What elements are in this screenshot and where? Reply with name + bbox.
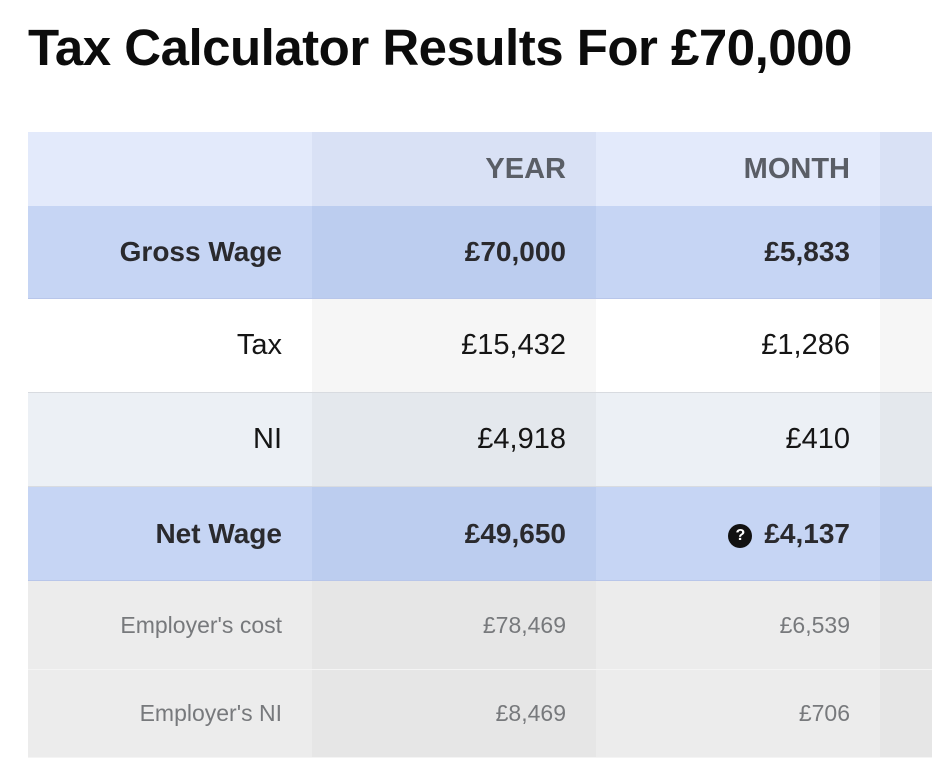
employer-cost-extra [880, 581, 932, 670]
employer-ni-year: £8,469 [312, 670, 596, 758]
net-wage-label: Net Wage [28, 487, 312, 581]
employer-cost-month: £6,539 [596, 581, 880, 670]
gross-wage-extra [880, 206, 932, 299]
tax-month: £1,286 [596, 299, 880, 393]
tax-year: £15,432 [312, 299, 596, 393]
header-label-cell [28, 132, 312, 206]
ni-year: £4,918 [312, 393, 596, 487]
ni-month: £410 [596, 393, 880, 487]
employer-ni-month: £706 [596, 670, 880, 758]
question-circle-icon[interactable]: ? [728, 523, 753, 548]
employer-ni-label: Employer's NI [28, 670, 312, 758]
ni-extra [880, 393, 932, 487]
tax-extra [880, 299, 932, 393]
page-title: Tax Calculator Results For £70,000 [28, 19, 852, 76]
gross-wage-year: £70,000 [312, 206, 596, 299]
net-wage-extra [880, 487, 932, 581]
gross-wage-label: Gross Wage [28, 206, 312, 299]
net-wage-month: £4,137 [764, 517, 850, 549]
tax-label: Tax [28, 299, 312, 393]
employer-cost-label: Employer's cost [28, 581, 312, 670]
ni-label: NI [28, 393, 312, 487]
results-table: YEAR MONTH Gross Wage £70,000 £5,833 Tax… [28, 132, 932, 758]
employer-cost-year: £78,469 [312, 581, 596, 670]
net-wage-month-cell: ? £4,137 [596, 487, 880, 581]
header-year: YEAR [312, 132, 596, 206]
header-extra-column [880, 132, 932, 206]
net-wage-year: £49,650 [312, 487, 596, 581]
employer-ni-extra [880, 670, 932, 758]
gross-wage-month: £5,833 [596, 206, 880, 299]
header-month: MONTH [596, 132, 880, 206]
